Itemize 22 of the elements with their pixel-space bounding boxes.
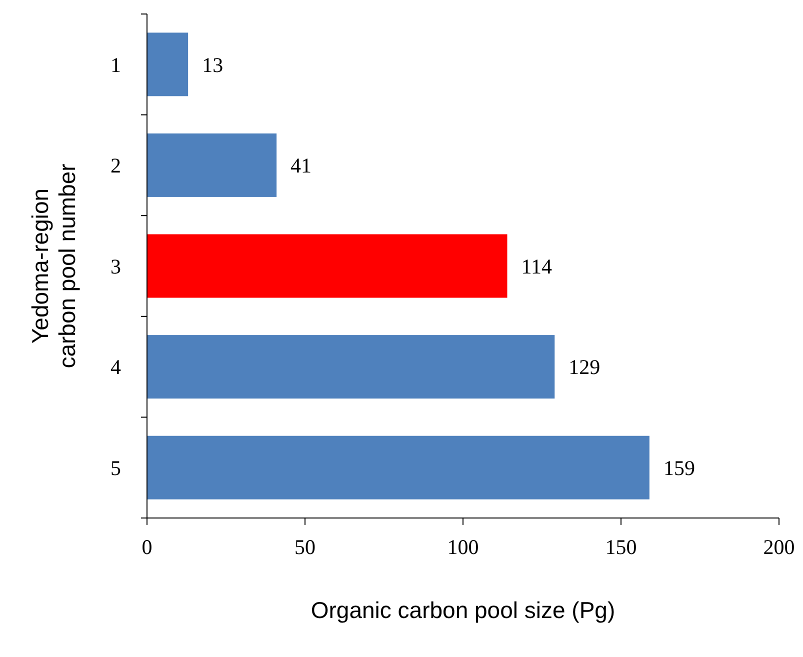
data-label: 114 [521,254,552,278]
y-tick-label: 4 [110,355,122,380]
data-label: 13 [202,52,224,77]
y-tick-label: 5 [110,456,121,480]
x-tick-label: 200 [763,535,795,559]
data-label: 159 [663,456,695,480]
bar [147,234,508,298]
x-tick-label: 50 [294,535,316,559]
x-tick-label: 0 [142,535,152,559]
y-tick-label: 3 [110,254,121,278]
data-label: 41 [290,154,312,178]
x-axis-title: Organic carbon pool size (Pg) [310,597,616,623]
bar [147,32,188,96]
bar [147,436,650,500]
y-tick-label: 1 [110,52,121,77]
y-axis-title: Yedoma-region carbon pool number [27,163,80,368]
bar [147,335,555,399]
y-tick-label: 2 [110,154,121,178]
x-tick-label: 150 [605,535,637,559]
bar [147,133,277,197]
data-label: 129 [568,355,600,380]
x-tick-label: 100 [447,535,479,559]
